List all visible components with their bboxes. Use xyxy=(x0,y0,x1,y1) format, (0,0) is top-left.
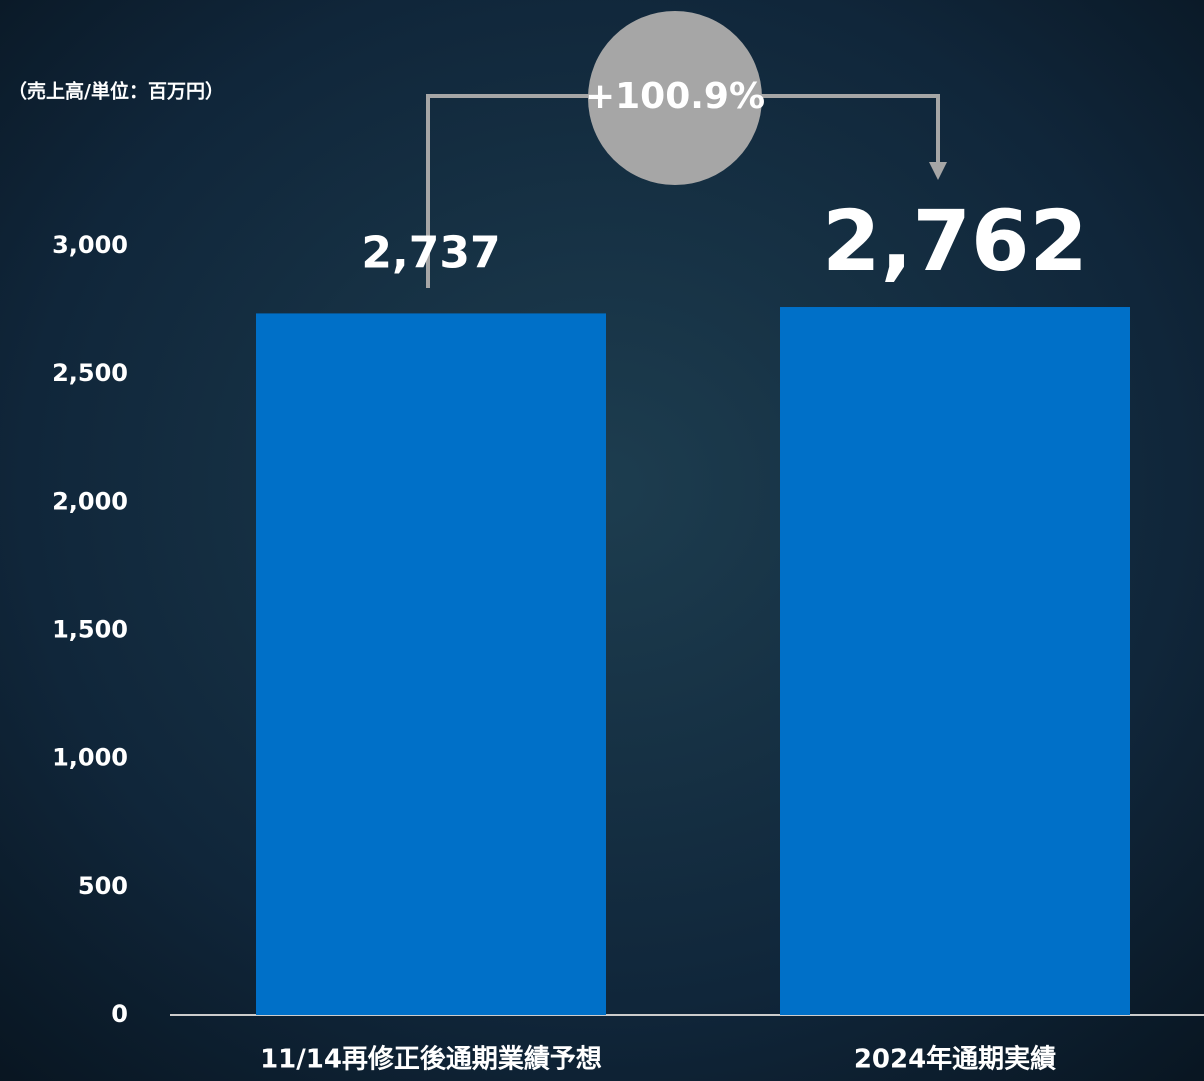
y-tick-label: 1,000 xyxy=(52,744,128,772)
annotation: +100.9% xyxy=(585,76,765,117)
y-tick-label: 2,000 xyxy=(52,487,128,515)
y-tick-label: 3,000 xyxy=(52,231,128,259)
y-tick-label: 500 xyxy=(78,872,128,900)
y-axis-label: （売上高/単位：百万円） xyxy=(8,80,224,103)
page: （売上高/単位：百万円） +100.9% 0 500 1,000 1,500 2,000… xyxy=(0,0,1204,1081)
value-label: 2,762 xyxy=(822,192,1088,290)
y-tick-label: 0 xyxy=(111,1000,128,1028)
value-label: 2,737 xyxy=(361,227,500,278)
chart: （売上高/単位：百万円） +100.9% 0 500 1,000 1,500 2,000… xyxy=(0,0,1204,1081)
y-tick-label: 1,500 xyxy=(52,616,128,644)
bar xyxy=(256,313,606,1015)
bar xyxy=(780,307,1130,1015)
x-tick-label: 2024年通期実績 xyxy=(854,1044,1056,1075)
y-tick-label: 2,500 xyxy=(52,359,128,387)
x-tick-label: 11/14再修正後通期業績予想 xyxy=(260,1044,602,1075)
